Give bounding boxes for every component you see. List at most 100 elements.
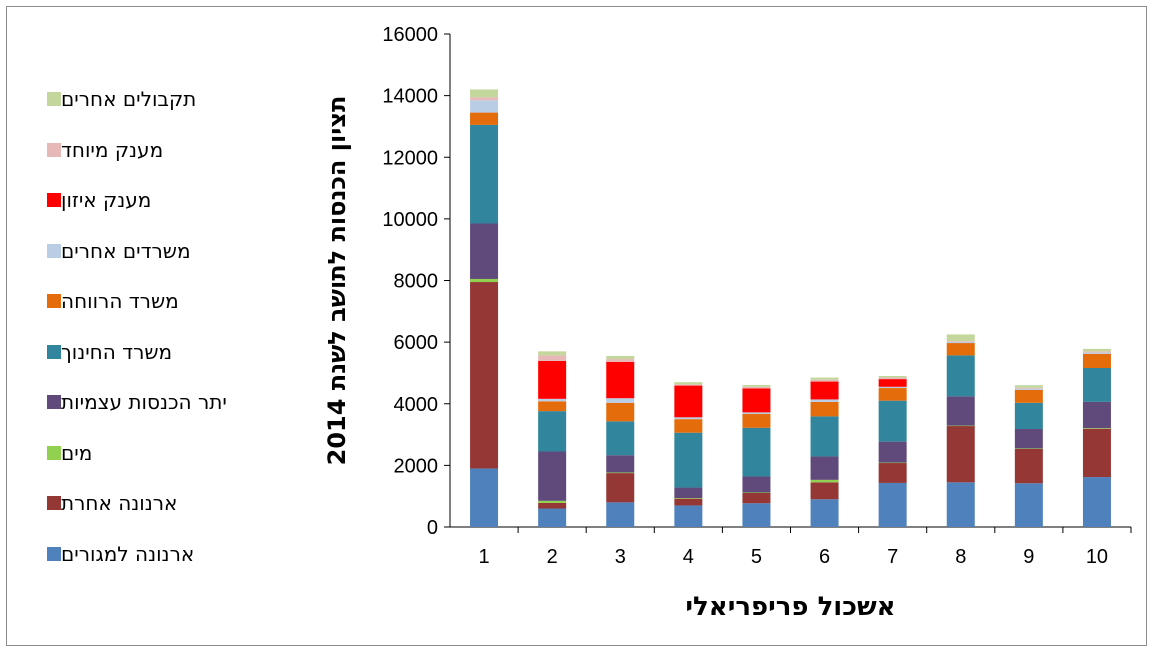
bar-segment <box>742 388 771 413</box>
bar-segment <box>674 505 703 527</box>
bar-segment <box>1014 448 1043 449</box>
bar-segment <box>946 355 975 397</box>
x-tick-label: 6 <box>819 546 830 568</box>
legend-label: תקבולים אחרים <box>61 87 197 111</box>
legend-item: משרד הרווחה <box>41 287 261 315</box>
bar-segment <box>470 100 499 113</box>
bar-segment <box>674 498 703 506</box>
x-axis-title: אשכול פריפריאלי <box>685 592 895 622</box>
bar-segment <box>1014 389 1043 403</box>
bar-segment <box>810 401 839 417</box>
legend-swatch <box>47 142 61 157</box>
bar-segment <box>878 386 907 389</box>
y-tick-label: 4000 <box>394 394 439 416</box>
bar-segment <box>1014 483 1043 527</box>
bar-segment <box>606 455 635 473</box>
legend-swatch <box>47 92 61 106</box>
bar-segment <box>878 462 907 464</box>
bar-segment <box>538 508 567 527</box>
bar-segment <box>1082 368 1111 402</box>
bar-segment <box>538 398 567 402</box>
bar-segment <box>946 425 975 483</box>
bar-segment <box>742 427 771 477</box>
x-tick-label: 2 <box>547 546 558 568</box>
legend-item: מענק מיוחד <box>41 136 261 164</box>
bar-segment <box>810 379 839 382</box>
bar-segment <box>946 425 975 427</box>
bar-segment <box>742 492 771 493</box>
y-tick-label: 6000 <box>394 332 439 354</box>
legend-label: יתר הכנסות עצמיות <box>61 390 227 414</box>
bar-segment <box>1014 388 1043 390</box>
legend-label: מים <box>61 440 93 465</box>
bar-segment <box>1082 348 1111 352</box>
legend-item: מענק איזון <box>41 186 261 214</box>
bar-segment <box>606 502 635 527</box>
bar-segment <box>470 97 499 101</box>
bar-segment <box>878 388 907 401</box>
bar-segment <box>878 377 907 380</box>
x-tick-label: 3 <box>615 546 626 568</box>
bar-segment <box>1082 401 1111 429</box>
bar-segment <box>674 417 703 420</box>
bar-segment <box>606 472 635 474</box>
y-tick-label: 10000 <box>382 209 438 231</box>
bar-segment <box>1082 351 1111 353</box>
bar-segment <box>946 340 975 342</box>
x-tick-label: 9 <box>1023 546 1034 568</box>
bar-segment <box>1014 448 1043 484</box>
legend-swatch <box>47 344 61 359</box>
bar-segment <box>810 456 839 480</box>
y-tick-label: 8000 <box>394 271 439 293</box>
bar-segment <box>810 479 839 483</box>
bar-segment <box>878 379 907 387</box>
bar-segment <box>878 376 907 378</box>
bar-segment <box>878 400 907 442</box>
bar-segment <box>878 462 907 483</box>
bar-segment <box>1014 385 1043 388</box>
bar-segment <box>1014 429 1043 449</box>
legend-swatch <box>47 395 61 409</box>
y-tick-label: 0 <box>427 517 438 539</box>
bar-segment <box>742 412 771 414</box>
bar-segment <box>538 355 567 361</box>
x-tick-label: 5 <box>751 546 762 568</box>
bar-segment <box>810 381 839 400</box>
legend-item: משרד החינוך <box>41 338 261 366</box>
legend-label: ארנונה למגורים <box>61 541 195 566</box>
legend-label: משרד הרווחה <box>61 289 179 313</box>
legend-swatch <box>47 243 61 258</box>
bar-segment <box>470 89 499 98</box>
bar-segment <box>674 382 703 385</box>
chart-svg: 0 2000 4000 6000 8000 10000 12000 14000 16000 1 2 3… <box>323 24 1132 622</box>
bar-segment <box>946 396 975 426</box>
legend-swatch <box>47 445 61 460</box>
bar-segment <box>946 482 975 527</box>
bar-segment <box>1082 428 1111 478</box>
legend-swatch <box>47 193 61 207</box>
legend-label: ארנונה אחרת <box>61 491 178 515</box>
legend-item: מים <box>41 439 261 467</box>
bar-segment <box>742 492 771 504</box>
bar-segment <box>470 278 499 283</box>
bar-segment <box>674 487 703 499</box>
bar-segment <box>1014 387 1043 389</box>
bar-segment <box>538 500 567 503</box>
bar-segment <box>606 361 635 399</box>
bar-segment <box>810 416 839 457</box>
bar-segment <box>742 384 771 387</box>
y-tick-label: 2000 <box>394 455 439 477</box>
legend-label: מענק איזון <box>61 188 152 212</box>
bar-segment <box>674 385 703 418</box>
legend-item: תקבולים אחרים <box>41 85 261 113</box>
bar-segment <box>946 343 975 356</box>
bar-segment <box>742 476 771 493</box>
bar-segment <box>606 421 635 456</box>
y-tick-label: 12000 <box>382 147 438 169</box>
bar-segment <box>1082 428 1111 429</box>
bar-segment <box>1082 477 1111 527</box>
bar-segment <box>538 411 567 452</box>
bar-segment <box>674 498 703 499</box>
bar-segment <box>742 386 771 389</box>
bar-segment <box>1014 402 1043 430</box>
